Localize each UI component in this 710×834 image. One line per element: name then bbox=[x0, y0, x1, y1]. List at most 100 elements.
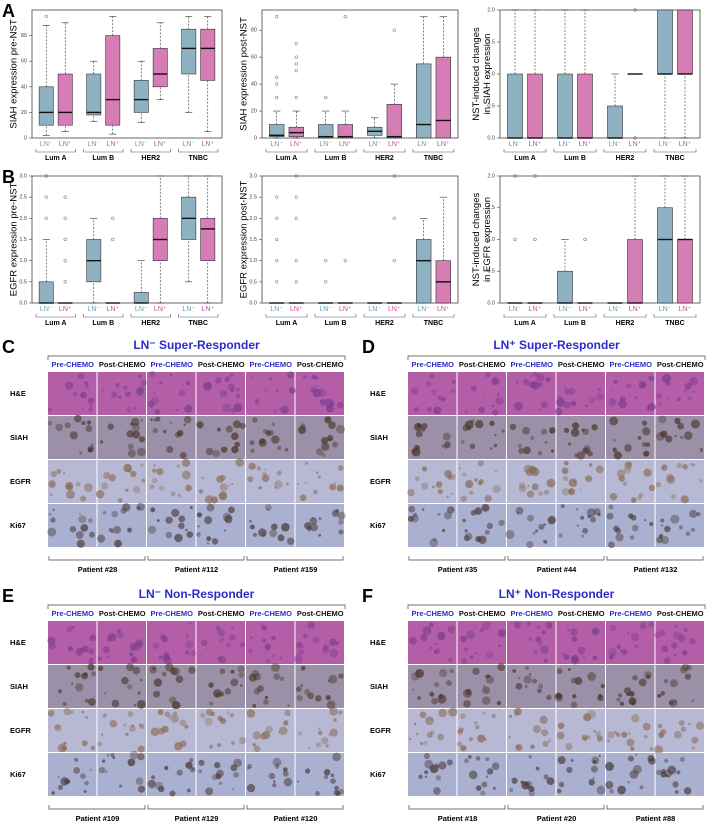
micrograph-texture bbox=[689, 462, 692, 466]
micrograph-texture bbox=[111, 699, 120, 708]
outlier bbox=[63, 195, 67, 199]
category-bracket bbox=[412, 314, 455, 318]
micrograph-texture bbox=[177, 494, 181, 498]
group-label: LN⁻ bbox=[40, 306, 53, 313]
micrograph-texture bbox=[123, 723, 127, 727]
micrograph-texture bbox=[327, 679, 330, 682]
box bbox=[557, 270, 573, 304]
micrograph-texture bbox=[149, 484, 155, 490]
micrograph-texture bbox=[430, 389, 437, 396]
micrograph-texture bbox=[137, 447, 146, 457]
micrograph-texture bbox=[174, 431, 181, 438]
micrograph-texture bbox=[77, 372, 85, 380]
category-label: HER2 bbox=[141, 155, 160, 162]
micrograph-texture bbox=[151, 477, 158, 484]
panel-letter: F bbox=[362, 586, 373, 606]
micrograph-texture bbox=[217, 629, 226, 637]
micrograph-texture bbox=[122, 503, 131, 512]
micrograph-texture bbox=[252, 743, 256, 747]
micrograph-texture bbox=[338, 788, 345, 795]
micrograph-texture bbox=[107, 423, 114, 430]
micrograph-texture bbox=[287, 713, 291, 717]
box bbox=[181, 28, 197, 75]
micrograph-texture bbox=[328, 421, 336, 430]
micrograph-texture bbox=[446, 506, 455, 514]
row-label: EGFR bbox=[10, 726, 31, 735]
micrograph-texture bbox=[121, 676, 129, 685]
micrograph-texture bbox=[224, 688, 231, 695]
micrograph-texture bbox=[464, 529, 468, 533]
micrograph-texture bbox=[462, 518, 466, 523]
micrograph-texture bbox=[666, 373, 669, 376]
micrograph-texture bbox=[74, 757, 79, 762]
micrograph-texture bbox=[691, 463, 696, 467]
micrograph-texture bbox=[689, 376, 698, 386]
micrograph-texture bbox=[608, 398, 617, 407]
micrograph-texture bbox=[74, 672, 81, 679]
micrograph-texture bbox=[69, 710, 74, 715]
micrograph-texture bbox=[460, 495, 467, 502]
micrograph-texture bbox=[658, 731, 664, 737]
micrograph-texture bbox=[526, 541, 534, 549]
group-label: LN⁻ bbox=[509, 306, 522, 313]
micrograph-texture bbox=[576, 451, 585, 460]
micrograph-texture bbox=[627, 732, 631, 735]
micrograph-texture bbox=[137, 785, 146, 793]
micrograph-texture bbox=[81, 710, 85, 714]
micrograph-texture bbox=[103, 471, 111, 479]
micrograph-texture bbox=[512, 669, 517, 673]
micrograph-texture bbox=[649, 747, 654, 751]
y-tick-label: 1.0 bbox=[249, 258, 257, 264]
micrograph-texture bbox=[628, 690, 635, 697]
micrograph-texture bbox=[419, 741, 424, 746]
micrograph-texture bbox=[170, 491, 176, 497]
micrograph-texture bbox=[240, 684, 243, 687]
micrograph-texture bbox=[568, 442, 572, 446]
micrograph-texture bbox=[185, 634, 189, 638]
micrograph-texture bbox=[410, 387, 419, 395]
micrograph-texture bbox=[99, 440, 104, 444]
micrograph-texture bbox=[47, 527, 57, 537]
micrograph-texture bbox=[183, 423, 186, 426]
micrograph-texture bbox=[533, 649, 538, 655]
micrograph-texture bbox=[666, 475, 676, 485]
micrograph-texture bbox=[470, 385, 477, 392]
micrograph-texture bbox=[262, 638, 267, 643]
micrograph-texture bbox=[118, 395, 122, 399]
outlier bbox=[275, 15, 279, 19]
micrograph-texture bbox=[108, 527, 114, 533]
category-bracket bbox=[265, 314, 308, 318]
micrograph-texture bbox=[537, 641, 543, 646]
micrograph-texture bbox=[132, 485, 141, 494]
micrograph-texture bbox=[329, 707, 338, 716]
plot-frame bbox=[261, 9, 459, 139]
micrograph-texture bbox=[433, 787, 441, 795]
micrograph-texture bbox=[474, 478, 478, 482]
micrograph-texture bbox=[127, 449, 136, 458]
micrograph-texture bbox=[465, 480, 474, 489]
micrograph-texture bbox=[674, 700, 677, 703]
micrograph-texture bbox=[543, 523, 547, 526]
micrograph-texture bbox=[505, 529, 515, 539]
micrograph-texture bbox=[531, 381, 540, 390]
micrograph-texture bbox=[271, 663, 280, 672]
micrograph-texture bbox=[458, 467, 462, 470]
micrograph-texture bbox=[485, 651, 494, 659]
micrograph-texture bbox=[558, 533, 563, 538]
patient-label: Patient #159 bbox=[274, 565, 318, 574]
micrograph-texture bbox=[590, 516, 597, 523]
micrograph bbox=[457, 621, 506, 664]
panel-letter: E bbox=[2, 586, 14, 606]
micrograph-texture bbox=[441, 528, 446, 533]
micrograph-texture bbox=[103, 692, 107, 695]
category-bracket bbox=[83, 149, 124, 153]
micrograph-texture bbox=[428, 627, 431, 630]
micrograph-texture bbox=[87, 447, 93, 453]
micrograph-texture bbox=[106, 655, 109, 658]
micrograph-texture bbox=[415, 732, 419, 736]
group-label: LN⁺ bbox=[154, 141, 167, 148]
micrograph-texture bbox=[549, 431, 552, 434]
micrograph-texture bbox=[540, 401, 548, 409]
micrograph-texture bbox=[126, 407, 132, 413]
micrograph-texture bbox=[429, 622, 434, 628]
